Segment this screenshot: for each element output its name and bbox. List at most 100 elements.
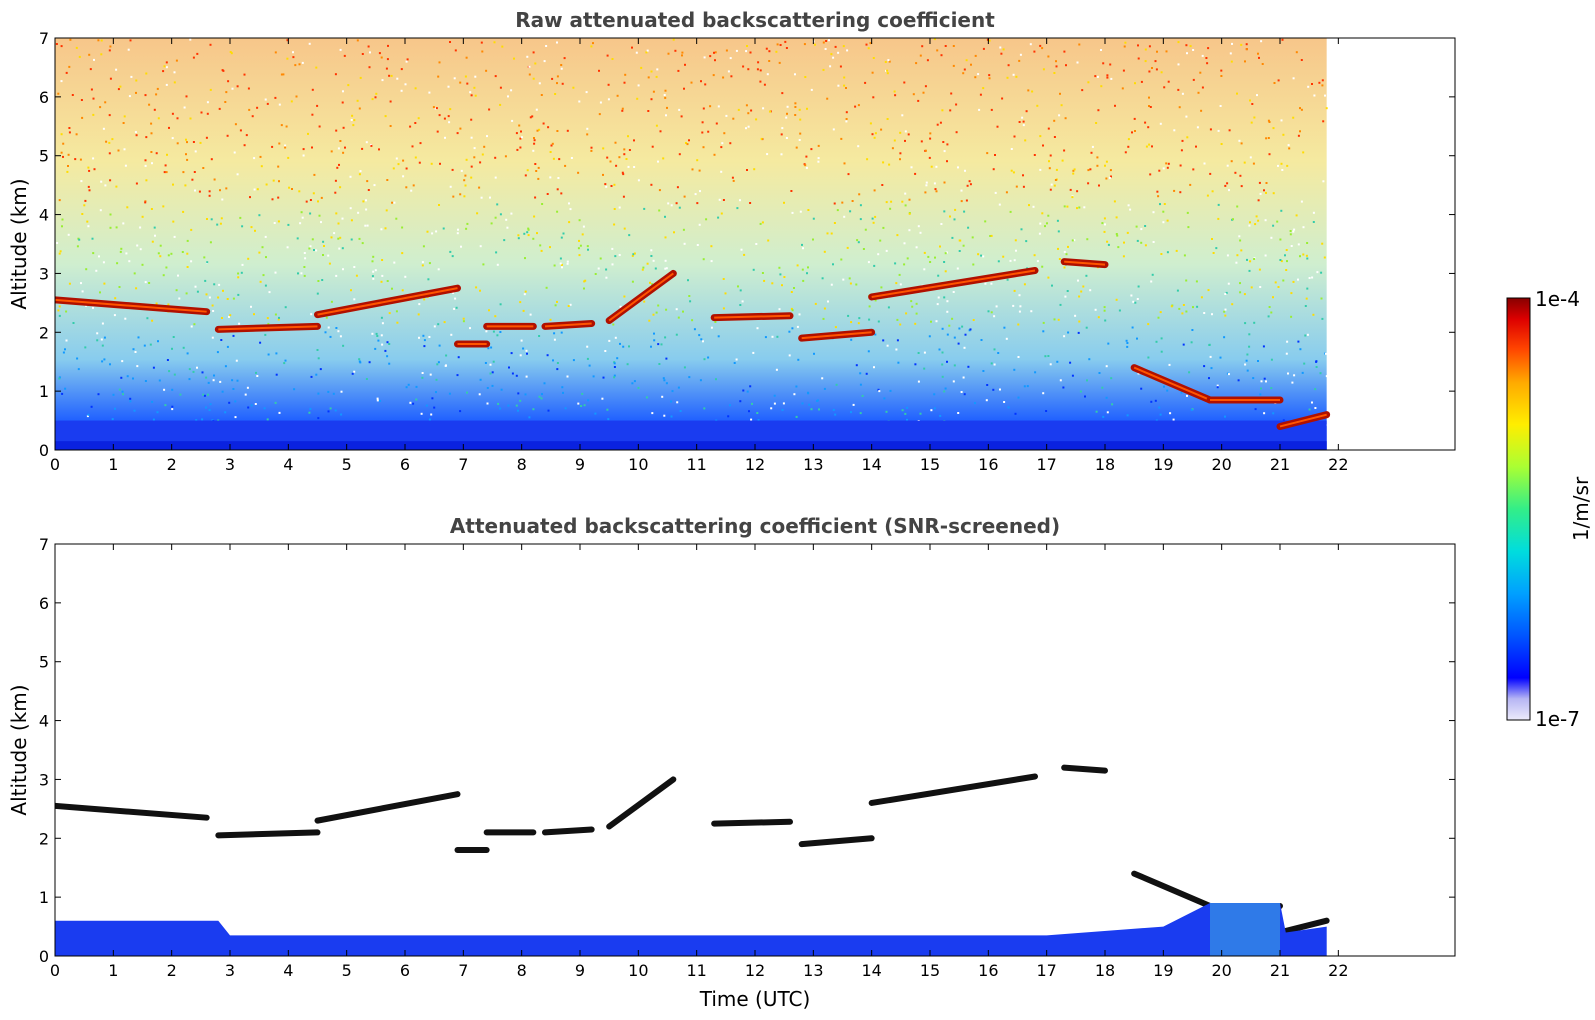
- y-tick-label: 7: [39, 29, 49, 48]
- cloud-layer-edge-0: [55, 298, 207, 313]
- y-tick-label: 2: [39, 829, 49, 848]
- screened-cloud-layer-5: [542, 826, 595, 836]
- x-tick-label: 17: [1036, 961, 1056, 980]
- colorbar-min-label: 1e-7: [1535, 707, 1580, 731]
- y-tick-label: 1: [39, 888, 49, 907]
- cloud-layer-edge-8: [801, 331, 872, 340]
- screened-cloud-layer-0: [55, 802, 210, 821]
- x-tick-label: 6: [400, 455, 410, 474]
- x-tick-label: 15: [920, 455, 940, 474]
- x-tick-label: 5: [342, 455, 352, 474]
- x-tick-label: 13: [803, 961, 823, 980]
- bottom-y-axis-label: Altitude (km): [7, 684, 31, 815]
- y-tick-label: 7: [39, 535, 49, 554]
- x-tick-label: 1: [108, 455, 118, 474]
- cloud-layer-edge-7: [714, 314, 791, 319]
- x-tick-label: 20: [1211, 455, 1231, 474]
- cloud-layer-edge-6: [608, 272, 674, 322]
- screened-cloud-layer-9: [868, 773, 1038, 806]
- screened-cloud-layer-8: [798, 835, 875, 848]
- bottom-heatmap: [55, 764, 1330, 956]
- x-tick-label: 14: [861, 455, 881, 474]
- x-tick-label: 3: [225, 455, 235, 474]
- x-tick-label: 22: [1328, 961, 1348, 980]
- y-tick-label: 2: [39, 323, 49, 342]
- x-tick-label: 3: [225, 961, 235, 980]
- noise-background: [55, 38, 1327, 450]
- x-tick-label: 13: [803, 455, 823, 474]
- x-tick-label: 21: [1270, 961, 1290, 980]
- bottom-chart-title: Attenuated backscattering coefficient (S…: [450, 514, 1060, 538]
- bottom-axis-ticks: 0 1 2 3 4 5 6 7 8 9 10 11 12 13 14 15 16 17 18 19 20 21 220123…: [39, 535, 1455, 980]
- x-tick-label: 7: [458, 455, 468, 474]
- x-tick-label: 9: [575, 961, 585, 980]
- y-tick-label: 4: [39, 206, 49, 225]
- y-tick-label: 3: [39, 264, 49, 283]
- screened-near-surface: [1210, 903, 1280, 956]
- cloud-layer-edge-13: [1279, 413, 1327, 428]
- screened-cloud-layer-11: [1131, 870, 1213, 909]
- y-tick-label: 1: [39, 382, 49, 401]
- x-tick-label: 8: [517, 455, 527, 474]
- screened-cloud-layer-2: [314, 791, 461, 824]
- screened-cloud-layer-10: [1061, 764, 1108, 774]
- colorbar-unit-label: 1/m/sr: [1569, 476, 1593, 541]
- x-tick-label: 4: [283, 455, 293, 474]
- screened-cloud-layer-1: [215, 829, 321, 839]
- x-tick-label: 20: [1211, 961, 1231, 980]
- y-tick-label: 6: [39, 594, 49, 613]
- x-tick-label: 19: [1153, 455, 1173, 474]
- y-tick-label: 0: [39, 947, 49, 966]
- x-tick-label: 8: [517, 961, 527, 980]
- x-tick-label: 19: [1153, 961, 1173, 980]
- x-tick-label: 18: [1095, 455, 1115, 474]
- screened-cloud-layer-7: [711, 818, 793, 827]
- cloud-layer-edge-10: [1064, 260, 1106, 266]
- colorbar-max-label: 1e-4: [1535, 287, 1580, 311]
- y-tick-label: 5: [39, 653, 49, 672]
- x-tick-label: 10: [628, 961, 648, 980]
- x-tick-label: 21: [1270, 455, 1290, 474]
- x-tick-label: 1: [108, 961, 118, 980]
- cloud-layer-edge-5: [544, 322, 592, 328]
- x-tick-label: 2: [167, 455, 177, 474]
- x-tick-label: 0: [50, 455, 60, 474]
- cloud-layer-edge-2: [317, 287, 458, 316]
- y-tick-label: 5: [39, 147, 49, 166]
- screened-cloud-layer-6: [606, 776, 677, 830]
- colorbar: [1506, 297, 1531, 721]
- x-axis-label: Time (UTC): [699, 987, 811, 1011]
- x-tick-label: 6: [400, 961, 410, 980]
- cloud-layer-edge-11: [1133, 366, 1211, 401]
- top-y-axis-label: Altitude (km): [7, 178, 31, 309]
- y-tick-label: 6: [39, 88, 49, 107]
- cloud-layer-edge-9: [871, 269, 1036, 298]
- x-tick-label: 14: [861, 961, 881, 980]
- x-tick-label: 5: [342, 961, 352, 980]
- y-tick-label: 3: [39, 770, 49, 789]
- x-tick-label: 9: [575, 455, 585, 474]
- x-tick-label: 22: [1328, 455, 1348, 474]
- surface-layer: [55, 441, 1327, 450]
- x-tick-label: 16: [978, 961, 998, 980]
- screened-cloud-layer-13: [1277, 917, 1330, 936]
- y-tick-label: 0: [39, 441, 49, 460]
- x-tick-label: 15: [920, 961, 940, 980]
- x-tick-label: 18: [1095, 961, 1115, 980]
- x-tick-label: 11: [686, 455, 706, 474]
- x-tick-label: 0: [50, 961, 60, 980]
- cloud-layer-edge-1: [218, 325, 318, 331]
- x-tick-label: 2: [167, 961, 177, 980]
- top-axis-ticks: 0 1 2 3 4 5 6 7 8 9 10 11 12 13 14 15 16 17 18 19 20 21 220123…: [39, 29, 1455, 474]
- bottom-plot-frame: [54, 543, 1456, 957]
- top-heatmap: [55, 38, 1331, 450]
- top-chart-title: Raw attenuated backscattering coefficien…: [515, 8, 995, 32]
- y-tick-label: 4: [39, 712, 49, 731]
- x-tick-label: 7: [458, 961, 468, 980]
- x-tick-label: 4: [283, 961, 293, 980]
- screened-boundary-layer: [55, 903, 1327, 956]
- x-tick-label: 12: [745, 961, 765, 980]
- x-tick-label: 17: [1036, 455, 1056, 474]
- x-tick-label: 11: [686, 961, 706, 980]
